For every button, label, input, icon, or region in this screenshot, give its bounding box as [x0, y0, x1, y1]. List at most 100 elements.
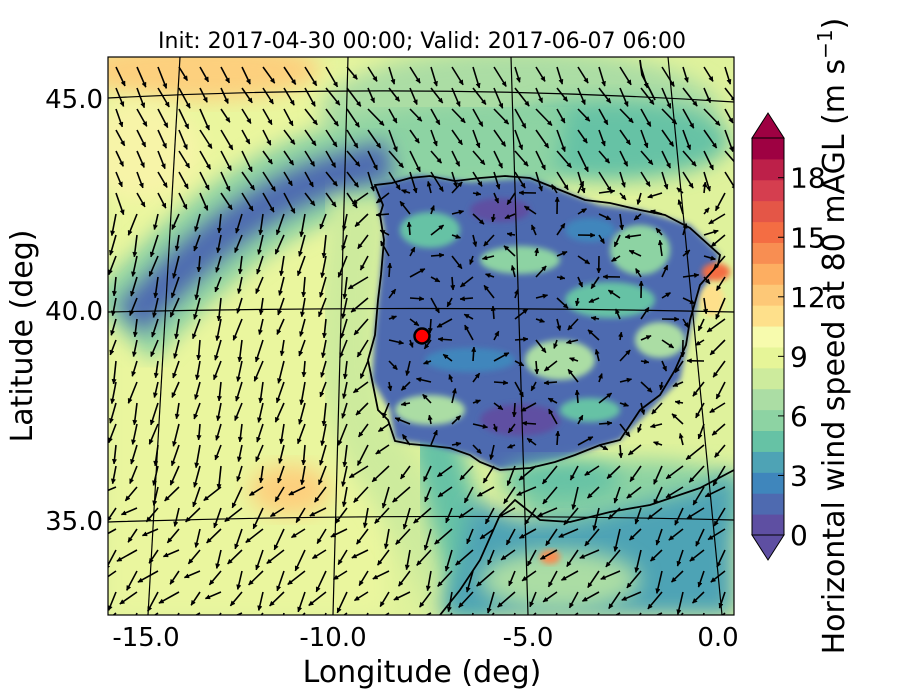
wind-vector-head — [429, 204, 435, 211]
wind-vector-head — [609, 188, 616, 195]
wind-vector-head — [669, 625, 674, 630]
wind-vector-head — [299, 399, 305, 406]
wind-vector-head — [710, 255, 717, 261]
y-tick-label: 35.0 — [45, 507, 103, 537]
wind-vector-head — [623, 160, 628, 167]
wind-vector-head — [567, 324, 573, 331]
wind-vector-head — [561, 251, 568, 256]
wind-vector-head — [408, 342, 414, 349]
wind-vector-head — [671, 576, 677, 583]
x-tick-label: -10.0 — [299, 623, 366, 653]
wind-vector-head — [476, 491, 483, 497]
wind-vector-head — [362, 522, 368, 529]
wind-vector-head — [647, 514, 654, 520]
wind-vector-head — [110, 230, 116, 237]
wind-vector-head — [194, 394, 200, 400]
wind-vector-head — [558, 78, 564, 85]
wind-vector-head — [170, 292, 176, 299]
wind-vector-head — [162, 83, 168, 89]
wind-vector-head — [236, 308, 242, 314]
wind-vector-head — [255, 288, 261, 295]
wind-vector-head — [247, 97, 253, 104]
wind-vector-head — [140, 201, 146, 208]
wind-vector-head — [273, 544, 279, 551]
wind-vector-head — [503, 352, 510, 358]
wind-vector-head — [652, 441, 659, 447]
wind-vector-head — [215, 267, 221, 273]
wind-vector-head — [125, 495, 131, 502]
wind-vector-head — [486, 607, 492, 614]
wind-vector-head — [169, 578, 175, 585]
wind-vector-head — [274, 496, 280, 503]
wind-vector-head — [708, 75, 714, 82]
wind-vector-head — [735, 163, 740, 168]
wind-vector-head — [674, 316, 680, 322]
wind-vector-head — [698, 325, 703, 332]
wind-vector-head — [196, 435, 202, 441]
wind-vector-head — [434, 277, 441, 282]
wind-vector-head — [666, 102, 672, 109]
wind-vector-head — [555, 430, 561, 436]
wind-vector-head — [172, 372, 178, 379]
wind-vector-head — [132, 251, 138, 258]
wind-vector-head — [658, 384, 664, 391]
wind-vector-head — [224, 77, 230, 84]
wind-vector-head — [674, 519, 680, 526]
wind-vector-head — [375, 617, 380, 621]
wind-vector-head — [209, 579, 215, 586]
wind-vector-head — [444, 565, 450, 572]
wind-vector-head — [315, 586, 321, 593]
wind-vector-head — [479, 159, 486, 166]
wind-vector-head — [506, 480, 512, 487]
wind-vector-head — [523, 160, 529, 167]
wind-vector-head — [518, 361, 525, 366]
wind-vector-head — [554, 196, 560, 202]
wind-vector-head — [542, 498, 548, 505]
wind-vector-head — [655, 539, 661, 546]
wind-vector-head — [215, 335, 221, 342]
wind-vector-head — [683, 77, 689, 83]
wind-vector-head — [108, 437, 113, 444]
wind-vector-head — [706, 97, 711, 104]
wind-vector-head — [426, 180, 432, 187]
wind-vector-head — [638, 280, 644, 286]
wind-vector-head — [161, 202, 167, 209]
wind-vector-head — [126, 584, 132, 591]
wind-vector-head — [319, 459, 324, 466]
wind-vector-head — [332, 141, 338, 148]
wind-vector-head — [297, 270, 302, 277]
wind-vector-head — [665, 492, 672, 498]
wind-vector-head — [584, 259, 591, 265]
wind-vector-head — [374, 518, 380, 524]
wind-vector-head — [605, 97, 612, 104]
wind-vector-head — [119, 599, 126, 605]
wind-vector-head — [119, 101, 125, 108]
wind-vector-head — [152, 312, 158, 319]
wind-vector-head — [599, 238, 605, 244]
wind-vector-head — [275, 416, 280, 423]
wind-vector-head — [173, 521, 179, 528]
wind-vector-head — [164, 495, 170, 502]
wind-vector-head — [566, 162, 572, 169]
wind-vector-head — [434, 539, 440, 545]
wind-vector-head — [672, 382, 679, 387]
wind-vector-head — [513, 288, 519, 295]
wind-vector-head — [624, 233, 631, 240]
wind-vector-head — [626, 79, 632, 86]
wind-vector-head — [216, 315, 222, 322]
wind-vector-head — [457, 181, 463, 188]
colorbar-tick-label: 12 — [790, 281, 826, 314]
wind-vector-head — [127, 397, 133, 404]
colorbar-band — [752, 305, 784, 327]
wind-vector-head — [540, 75, 546, 82]
wind-vector-head — [228, 144, 233, 151]
wind-vector-head — [649, 209, 656, 215]
wind-vector-head — [290, 532, 297, 538]
wind-vector-head — [377, 426, 384, 432]
colorbar-band — [752, 200, 784, 223]
wind-vector-head — [590, 315, 597, 321]
wind-vector-head — [225, 116, 231, 123]
wind-vector-head — [371, 476, 378, 483]
wind-vector-head — [202, 96, 208, 103]
wind-vector-head — [188, 558, 194, 565]
